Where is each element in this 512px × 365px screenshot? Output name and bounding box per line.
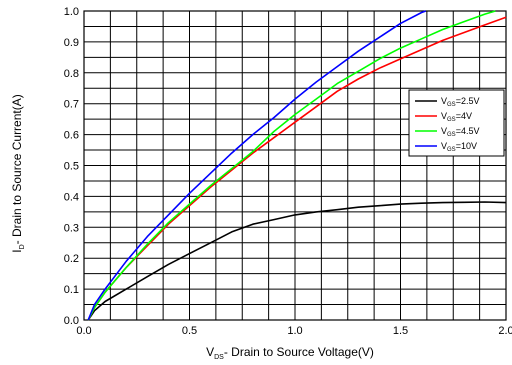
legend-entry-main: V <box>441 111 447 121</box>
y-axis-label: ID- Drain to Source Current(A) <box>10 94 26 252</box>
x-axis-label-main: V <box>206 345 214 359</box>
y-tick-label: 0.0 <box>64 315 79 327</box>
legend-entry-main: V <box>441 141 447 151</box>
legend-entry-main: V <box>441 96 447 106</box>
series-layer <box>87 10 507 321</box>
x-tick-label: 1.0 <box>287 325 302 337</box>
y-tick-label: 0.4 <box>64 191 79 203</box>
x-tick-label: 0.5 <box>182 325 197 337</box>
x-axis-label: VDS- Drain to Source Voltage(V) <box>206 345 374 361</box>
y-tick-label: 0.5 <box>64 161 79 173</box>
series-line-2 <box>87 10 496 321</box>
legend-entry-sub: GS <box>447 102 456 108</box>
y-tick-label: 0.7 <box>64 99 79 111</box>
legend-entry-sub: GS <box>447 132 456 138</box>
y-tick-label: 0.6 <box>64 130 79 142</box>
x-tick-label: 0.0 <box>76 325 91 337</box>
series-line-3 <box>87 10 427 321</box>
legend-entry-rest: =4.5V <box>456 126 480 136</box>
legend-entry-rest: =4V <box>456 111 472 121</box>
x-axis-label-sub: DS <box>214 354 224 361</box>
y-tick-label: 1.0 <box>64 6 79 18</box>
legend-entry-1: VGS=4V <box>441 111 472 123</box>
legend-entry-0: VGS=2.5V <box>441 96 479 108</box>
x-tick-labels: 0.0 0.5 1.0 1.5 2.0 <box>76 325 512 337</box>
y-tick-labels: 0.0 0.1 0.2 0.3 0.4 0.5 0.6 0.7 0.8 0.9 1.0 <box>64 6 79 327</box>
legend-entry-sub: GS <box>447 147 456 153</box>
legend-entry-2: VGS=4.5V <box>441 126 479 138</box>
y-axis-label-main: I <box>10 249 24 252</box>
y-tick-label: 0.8 <box>64 68 79 80</box>
y-tick-label: 0.9 <box>64 37 79 49</box>
legend-entry-rest: =10V <box>456 141 477 151</box>
x-tick-label: 1.5 <box>393 325 408 337</box>
x-tick-label: 2.0 <box>498 325 512 337</box>
x-axis-label-rest: - Drain to Source Voltage(V) <box>224 345 374 359</box>
y-axis-label-rest: - Drain to Source Current(A) <box>10 94 24 244</box>
legend-entry-rest: =2.5V <box>456 96 480 106</box>
y-axis-label-sub: D <box>19 244 26 249</box>
y-tick-label: 0.2 <box>64 253 79 265</box>
grid <box>84 11 506 320</box>
legend-entry-3: VGS=10V <box>441 141 477 153</box>
legend-entry-sub: GS <box>447 117 456 123</box>
legend-entry-main: V <box>441 126 447 136</box>
plot-frame <box>83 10 507 321</box>
y-tick-label: 0.1 <box>64 284 79 296</box>
series-line-0 <box>87 201 507 321</box>
y-tick-label: 0.3 <box>64 222 79 234</box>
